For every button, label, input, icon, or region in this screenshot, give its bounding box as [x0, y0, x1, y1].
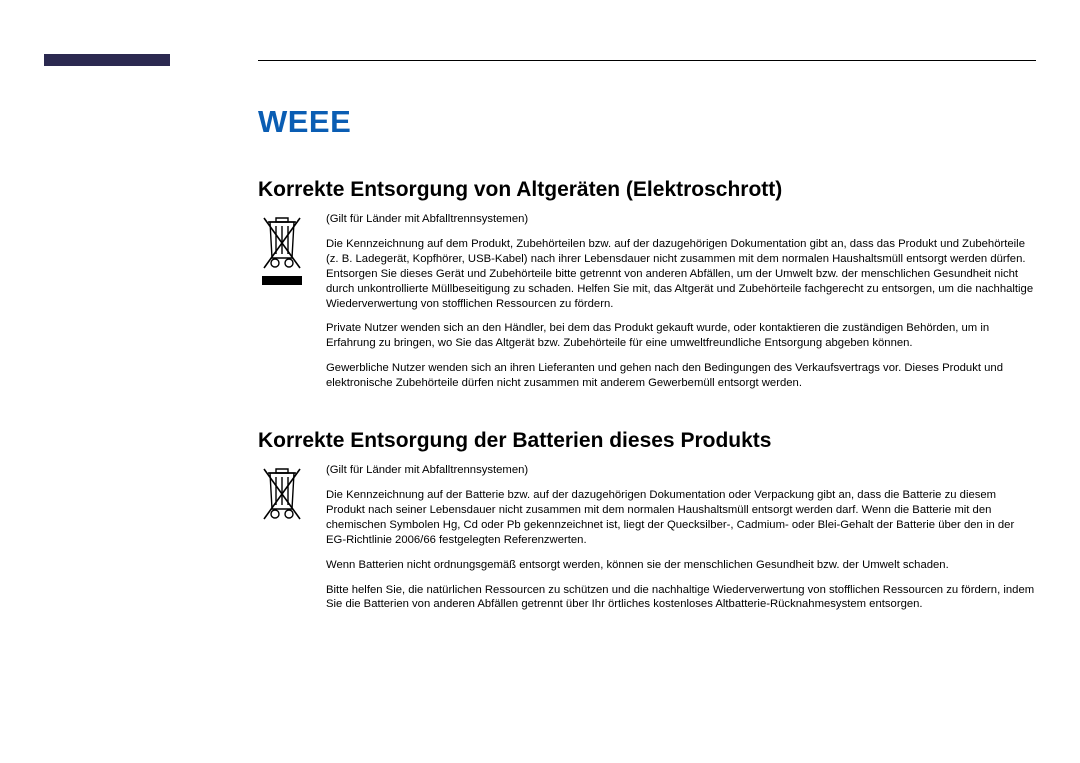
body-paragraph: Die Kennzeichnung auf dem Produkt, Zubeh… — [326, 237, 1036, 312]
body-paragraph: Die Kennzeichnung auf der Batterie bzw. … — [326, 488, 1036, 548]
section-body: (Gilt für Länder mit Abfalltrennsystemen… — [258, 212, 1036, 401]
section-note: (Gilt für Länder mit Abfalltrennsystemen… — [326, 463, 1036, 478]
page-title: WEEE — [258, 104, 1036, 140]
document-page: WEEE Korrekte Entsorgung von Altgeräten … — [0, 0, 1080, 690]
text-column: (Gilt für Länder mit Abfalltrennsystemen… — [326, 463, 1036, 622]
section-body: (Gilt für Länder mit Abfalltrennsystemen… — [258, 463, 1036, 622]
content-area: WEEE Korrekte Entsorgung von Altgeräten … — [258, 104, 1036, 622]
icon-column — [258, 212, 326, 291]
chapter-marker — [44, 54, 170, 66]
body-paragraph: Wenn Batterien nicht ordnungsgemäß entso… — [326, 558, 1036, 573]
body-paragraph: Bitte helfen Sie, die natürlichen Ressou… — [326, 583, 1036, 613]
section-note: (Gilt für Länder mit Abfalltrennsystemen… — [326, 212, 1036, 227]
section-weee-batteries: Korrekte Entsorgung der Batterien dieses… — [258, 429, 1036, 622]
section-heading: Korrekte Entsorgung von Altgeräten (Elek… — [258, 178, 1036, 202]
horizontal-rule — [258, 60, 1036, 61]
crossed-bin-bar-icon — [258, 214, 306, 286]
section-weee-devices: Korrekte Entsorgung von Altgeräten (Elek… — [258, 178, 1036, 401]
text-column: (Gilt für Länder mit Abfalltrennsystemen… — [326, 212, 1036, 401]
crossed-bin-icon — [258, 465, 306, 523]
section-heading: Korrekte Entsorgung der Batterien dieses… — [258, 429, 1036, 453]
body-paragraph: Gewerbliche Nutzer wenden sich an ihren … — [326, 361, 1036, 391]
icon-column — [258, 463, 326, 528]
body-paragraph: Private Nutzer wenden sich an den Händle… — [326, 321, 1036, 351]
